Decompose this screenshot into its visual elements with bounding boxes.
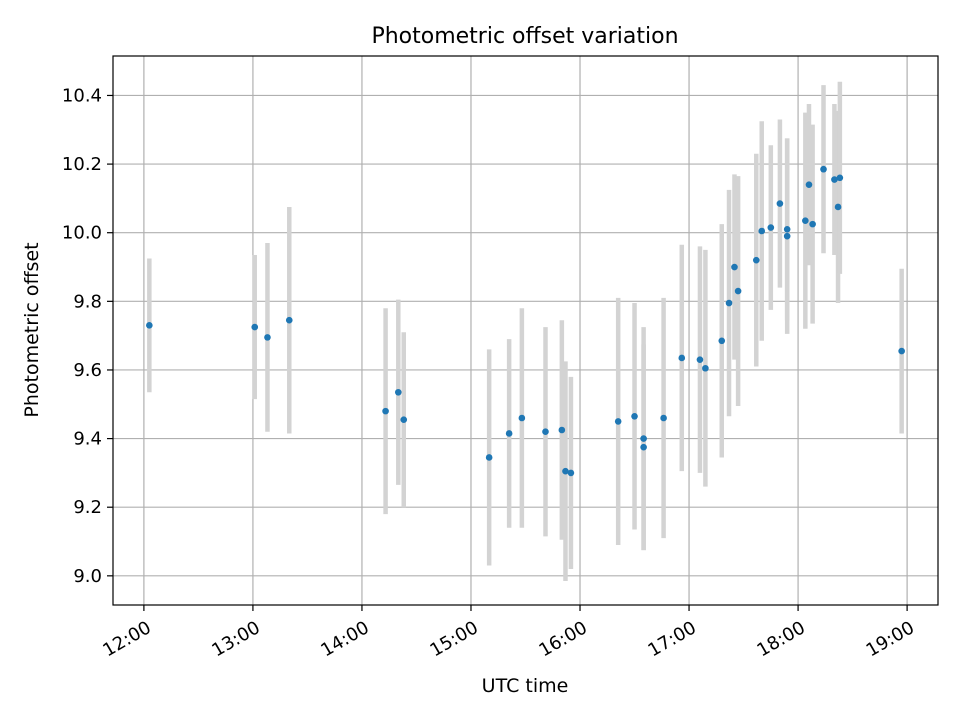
- y-tick-label: 10.2: [62, 154, 102, 175]
- data-point: [640, 435, 647, 442]
- data-point: [767, 224, 775, 231]
- y-tick-label: 9.4: [73, 429, 102, 450]
- y-tick-label: 9.2: [73, 497, 102, 518]
- data-point: [718, 337, 726, 345]
- data-point: [660, 414, 667, 422]
- y-tick-label: 9.6: [73, 360, 102, 381]
- x-tick-label: 19:00: [863, 617, 918, 661]
- data-point: [542, 428, 549, 436]
- data-point: [831, 176, 838, 183]
- data-point: [640, 443, 647, 451]
- x-axis-label: UTC time: [482, 675, 569, 697]
- data-point: [518, 414, 526, 422]
- data-point: [802, 217, 809, 224]
- data-point: [394, 388, 402, 396]
- data-point: [725, 299, 733, 307]
- x-tick-label: 16:00: [535, 617, 590, 661]
- data-point: [146, 322, 153, 329]
- data-point: [400, 416, 408, 424]
- x-tick-label: 15:00: [426, 617, 481, 661]
- data-point: [251, 323, 259, 331]
- data-point: [382, 407, 389, 415]
- data-point: [264, 334, 271, 341]
- x-tick-label: 12:00: [99, 617, 154, 661]
- data-point: [820, 165, 827, 173]
- data-point: [696, 356, 704, 363]
- chart-title: Photometric offset variation: [371, 24, 678, 49]
- errorbar-layer: [147, 81, 904, 581]
- y-tick-label: 9.8: [73, 291, 102, 312]
- data-point: [567, 469, 575, 477]
- data-point: [836, 174, 844, 182]
- y-axis-label: Photometric offset: [21, 242, 43, 417]
- point-layer: [146, 165, 905, 477]
- data-point: [758, 227, 766, 235]
- data-point: [783, 232, 791, 240]
- data-point: [734, 287, 742, 295]
- data-point: [631, 412, 638, 420]
- data-point: [678, 354, 686, 362]
- y-tick-label: 10.0: [62, 223, 102, 244]
- data-point: [809, 220, 816, 228]
- x-tick-label: 17:00: [645, 617, 700, 661]
- data-point: [805, 181, 813, 188]
- plot-frame: [112, 55, 939, 606]
- data-point: [752, 256, 760, 264]
- x-tick-label: 13:00: [208, 617, 263, 661]
- data-point: [485, 454, 493, 461]
- data-point: [285, 316, 293, 324]
- y-tick-label: 10.4: [62, 85, 102, 106]
- y-tick-label: 9.0: [73, 566, 102, 587]
- data-point: [783, 225, 791, 233]
- data-point: [776, 200, 784, 207]
- data-point: [558, 426, 566, 434]
- grid-layer: [113, 56, 938, 605]
- data-point: [614, 418, 622, 425]
- x-tick-label: 14:00: [317, 617, 372, 661]
- data-point: [834, 203, 842, 211]
- data-point: [562, 467, 569, 475]
- data-point: [731, 263, 738, 271]
- data-point: [898, 347, 905, 355]
- data-point: [702, 364, 709, 372]
- x-tick-label: 18:00: [754, 617, 809, 661]
- data-point: [505, 430, 513, 437]
